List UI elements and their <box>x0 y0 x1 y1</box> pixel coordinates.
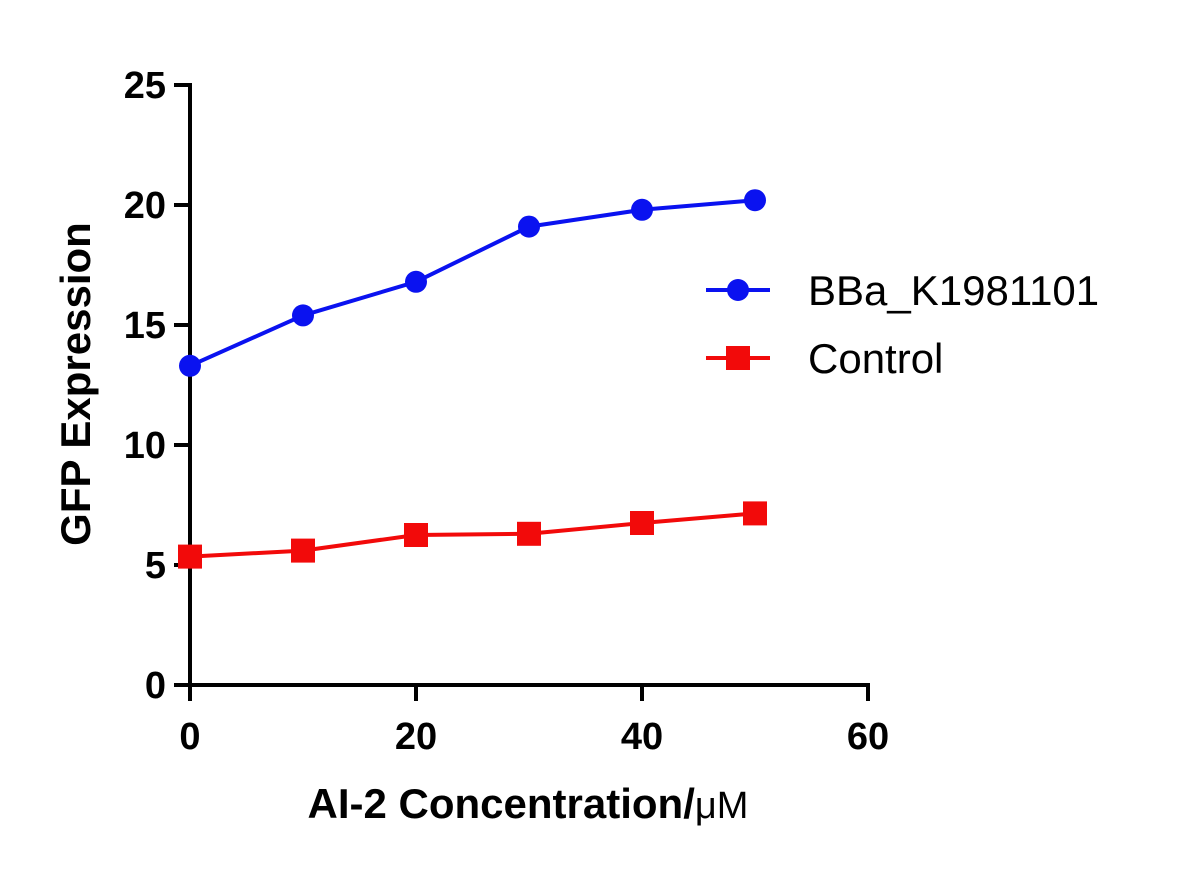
data-point-control <box>291 538 315 563</box>
x-tick-label: 20 <box>395 716 437 758</box>
legend-item-control: Control <box>706 335 943 382</box>
y-ticks: 0 5 10 15 20 25 <box>124 65 190 707</box>
series-line-bba-k1981101 <box>189 198 756 368</box>
x-axis-unit: μM <box>695 785 749 827</box>
legend-marker-circle <box>727 279 749 301</box>
y-tick-label: 20 <box>124 185 166 227</box>
series-layer <box>178 189 767 569</box>
axes <box>188 83 870 687</box>
data-point-bba-k1981101 <box>518 215 540 238</box>
y-tick-label: 5 <box>145 545 166 587</box>
legend: BBa_K1981101 Control <box>706 267 1099 382</box>
data-point-bba-k1981101 <box>179 354 201 377</box>
data-point-bba-k1981101 <box>631 198 653 221</box>
legend-label-bba-k1981101: BBa_K1981101 <box>808 267 1099 314</box>
x-axis-label: AI-2 Concentration/ <box>308 780 696 827</box>
y-tick-label: 10 <box>124 425 166 467</box>
legend-marker-square <box>726 346 750 370</box>
series-line-control <box>189 511 756 559</box>
data-point-control <box>630 511 654 535</box>
data-point-bba-k1981101 <box>405 270 427 293</box>
series-bba-k1981101 <box>179 189 766 377</box>
x-tick-label: 60 <box>847 716 889 758</box>
y-tick-label: 0 <box>145 665 166 707</box>
x-ticks: 0 20 40 60 <box>179 685 889 758</box>
x-axis-title: AI-2 Concentration/μM <box>308 780 749 827</box>
y-tick-label: 25 <box>124 65 166 107</box>
data-point-control <box>517 521 541 546</box>
x-tick-label: 0 <box>179 716 200 758</box>
x-tick-label: 40 <box>621 716 663 758</box>
data-point-control <box>743 501 767 526</box>
legend-item-bba-k1981101: BBa_K1981101 <box>706 267 1099 314</box>
data-point-control <box>178 544 202 569</box>
data-point-bba-k1981101 <box>292 304 314 327</box>
data-point-bba-k1981101 <box>744 189 766 212</box>
y-axis-title: GFP Expression <box>52 222 99 546</box>
legend-label-control: Control <box>808 335 943 382</box>
y-tick-label: 15 <box>124 305 166 347</box>
series-control <box>178 501 767 569</box>
data-point-control <box>404 523 428 547</box>
